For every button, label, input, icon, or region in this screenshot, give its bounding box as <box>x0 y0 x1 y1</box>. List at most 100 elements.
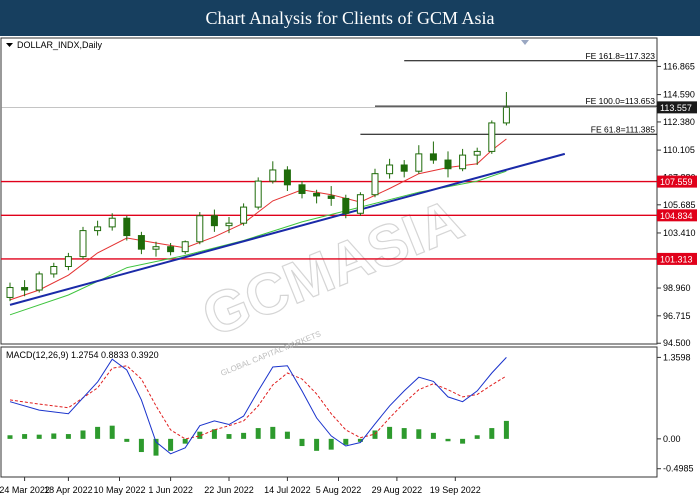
price-tick-label: 110.105 <box>663 145 695 155</box>
price-tick-label: 112.380 <box>663 117 695 127</box>
fib-level-label: FE 100.0=113.653 <box>585 96 655 106</box>
macd-histogram-bar <box>182 438 188 444</box>
candle-body <box>152 246 160 250</box>
trendline <box>9 152 566 306</box>
time-tick-label: 19 Sep 2022 <box>430 485 481 495</box>
candle-body <box>429 153 437 161</box>
macd-tick-label: 0.00 <box>663 434 681 444</box>
macd-histogram-bar <box>241 432 247 439</box>
macd-histogram-bar <box>197 431 203 439</box>
candlesticks <box>6 91 510 302</box>
candle-body <box>6 287 14 298</box>
candle-body <box>21 287 29 291</box>
symbol-label: DOLLAR_INDX,Daily <box>17 40 103 50</box>
macd-histogram-bar <box>138 438 144 453</box>
macd-histogram-bar <box>226 434 232 439</box>
fib-level-label: FE 161.8=117.323 <box>585 51 655 61</box>
macd-tick-label: 1.3598 <box>663 352 691 362</box>
macd-main-line <box>9 357 507 455</box>
candle-body <box>327 195 335 199</box>
candle-body <box>94 226 102 232</box>
candle-body <box>444 159 452 170</box>
horizontal-levels: 107.559 104.834 101.313 <box>1 175 697 265</box>
candle-body <box>342 197 350 214</box>
candle-body <box>123 217 131 237</box>
macd-histogram-bar <box>168 438 174 451</box>
macd-histogram-bar <box>445 438 451 442</box>
macd-histogram-bar <box>430 432 436 439</box>
candle-body <box>79 230 87 258</box>
price-tick-label: 96.715 <box>663 311 691 321</box>
candle-body <box>459 154 467 170</box>
macd-histogram-bar <box>357 438 363 442</box>
price-tick-label: 114.590 <box>663 90 695 100</box>
candle-body <box>386 164 394 175</box>
candle-body <box>298 184 306 194</box>
candle-body <box>473 150 481 156</box>
macd-histogram-bar <box>7 435 13 439</box>
candle-body <box>313 192 321 197</box>
price-tick-label: 105.685 <box>663 200 696 210</box>
time-tick-label: 24 Mar 2022 <box>0 485 50 495</box>
macd-histogram-bar <box>343 438 349 445</box>
price-tick-label: 116.865 <box>663 61 695 71</box>
candle-body <box>488 122 496 152</box>
time-tick-label: 14 Jul 2022 <box>264 485 311 495</box>
dropdown-triangle-icon[interactable] <box>6 43 13 47</box>
chart-title: Chart Analysis for Clients of GCM Asia <box>205 8 495 28</box>
candle-body <box>64 256 72 267</box>
macd-histogram-bar <box>489 428 495 439</box>
candle-body <box>196 215 204 243</box>
candle-body <box>35 273 43 291</box>
time-tick-label: 5 Aug 2022 <box>316 485 362 495</box>
level-price-label: 104.834 <box>660 211 693 221</box>
candle-body <box>108 217 116 228</box>
candle-body <box>181 241 189 253</box>
macd-label: MACD(12,26,9) 1.2754 0.8833 0.3920 <box>6 350 159 360</box>
level-price-tag <box>657 252 697 265</box>
macd-histogram-bar <box>80 430 86 439</box>
macd-panel <box>0 346 658 478</box>
macd-signal-line <box>9 365 507 440</box>
candle-body <box>400 164 408 172</box>
macd-histogram-bar <box>460 438 466 444</box>
macd-histogram-bar <box>299 438 305 447</box>
symbol-header: DOLLAR_INDX,Daily <box>6 40 103 50</box>
level-price-label: 101.313 <box>660 254 693 264</box>
fibonacci-levels: FE 161.8=117.323 FE 100.0=113.653 FE 61.8=… <box>360 51 657 135</box>
macd-histogram-bar <box>22 434 28 439</box>
macd-histogram-bar <box>153 438 159 456</box>
time-tick-label: 10 May 2022 <box>93 485 145 495</box>
level-price-label: 107.559 <box>660 177 693 187</box>
macd-histogram-bar <box>65 434 71 439</box>
last-price-tag <box>657 101 697 114</box>
fib-level-label: FE 61.8=111.385 <box>591 124 655 134</box>
candle-body <box>137 235 145 250</box>
macd-histogram-bar <box>372 430 378 439</box>
candle-body <box>502 106 510 124</box>
candle-body <box>167 246 175 253</box>
scroll-marker-icon[interactable] <box>521 40 529 45</box>
candle-body <box>356 194 364 214</box>
candle-body <box>254 180 262 208</box>
macd-histogram-bar <box>255 428 261 439</box>
macd-indicator: 1.3598 0.00 -0.4985 <box>7 352 694 474</box>
price-tick-label: 98.960 <box>663 283 691 293</box>
candle-body <box>269 169 277 182</box>
macd-histogram-bar <box>124 438 130 442</box>
price-tick-label: 103.410 <box>663 228 696 238</box>
last-price-marker: 113.557 <box>1 101 697 114</box>
candle-body <box>210 215 218 227</box>
macd-histogram-bar <box>109 425 115 439</box>
macd-histogram-bar <box>284 431 290 439</box>
macd-histogram-bar <box>95 426 101 439</box>
time-tick-label: 1 Jun 2022 <box>148 485 193 495</box>
candle-body <box>371 173 379 196</box>
candle-body <box>283 169 291 186</box>
price-panel <box>0 37 658 345</box>
ascending-trendline <box>9 152 566 306</box>
macd-histogram-bar <box>474 435 480 439</box>
macd-histogram-bar <box>211 429 217 439</box>
macd-histogram-bar <box>328 438 334 450</box>
